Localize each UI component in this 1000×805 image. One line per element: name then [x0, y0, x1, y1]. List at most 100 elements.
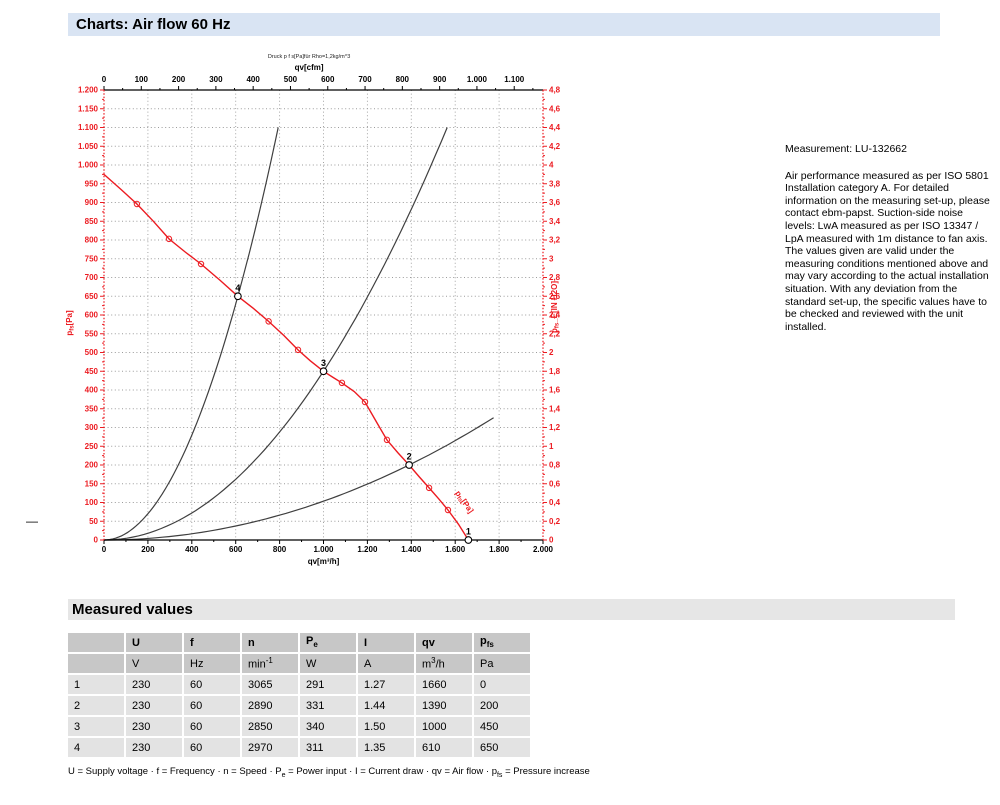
operating-point-marker: [319, 367, 328, 376]
table-cell: 60: [184, 675, 240, 694]
fan-curve-marker: [165, 235, 173, 243]
svg-text:4,2: 4,2: [549, 142, 561, 151]
svg-text:1.150: 1.150: [78, 104, 99, 113]
svg-text:0: 0: [102, 545, 107, 554]
svg-text:1.600: 1.600: [445, 545, 466, 554]
svg-text:0: 0: [94, 536, 99, 545]
table-cell: I: [358, 633, 414, 652]
svg-text:1.200: 1.200: [78, 86, 99, 95]
svg-text:600: 600: [85, 311, 99, 320]
svg-text:0,6: 0,6: [549, 479, 561, 488]
table-cell: 1: [68, 675, 124, 694]
table-row: 4 230 60 2970 311 1.35 610 650: [68, 738, 530, 757]
svg-text:qv[cfm]: qv[cfm]: [295, 63, 324, 72]
table-cell: [68, 633, 124, 652]
table-cell: 2970: [242, 738, 298, 757]
svg-text:650: 650: [85, 292, 99, 301]
svg-text:700: 700: [358, 75, 372, 84]
svg-text:1.400: 1.400: [401, 545, 422, 554]
page-dash: —: [26, 514, 38, 528]
svg-text:1: 1: [549, 442, 554, 451]
table-cell: pfs: [474, 633, 530, 652]
table-cell: 1000: [416, 717, 472, 736]
fan-curve-marker: [294, 346, 302, 354]
fan-curve-marker: [197, 260, 205, 268]
table-cell: A: [358, 654, 414, 673]
svg-text:3,6: 3,6: [549, 198, 561, 207]
table-cell: Pe: [300, 633, 356, 652]
svg-text:400: 400: [246, 75, 260, 84]
measurement-note: Air performance measured as per ISO 5801…: [785, 169, 990, 333]
svg-text:4,8: 4,8: [549, 86, 561, 95]
svg-text:2,4: 2,4: [549, 311, 561, 320]
svg-text:0,8: 0,8: [549, 461, 561, 470]
svg-text:4,4: 4,4: [549, 123, 561, 132]
axes: 0 100 200 300 400 500 600 700 800 900 1.000 1.100qv…: [65, 54, 561, 566]
measured-values-title: Measured values: [68, 599, 955, 620]
system-curve: [104, 417, 494, 541]
table-cell: f: [184, 633, 240, 652]
operating-point-label: 3: [321, 358, 326, 368]
gridlines: [104, 90, 543, 540]
svg-text:200: 200: [141, 545, 155, 554]
fan-curve-marker: [425, 484, 433, 492]
fan-curve-marker: [361, 398, 369, 406]
svg-text:600: 600: [321, 75, 335, 84]
svg-text:2,6: 2,6: [549, 292, 561, 301]
svg-text:200: 200: [85, 461, 99, 470]
table-cell: Hz: [184, 654, 240, 673]
svg-text:2.000: 2.000: [533, 545, 554, 554]
page-title: Charts: Air flow 60 Hz: [68, 13, 940, 36]
table-cell: 610: [416, 738, 472, 757]
svg-text:1.200: 1.200: [357, 545, 378, 554]
measurement-block: Measurement: LU-132662 Air performance m…: [785, 143, 995, 333]
svg-text:350: 350: [85, 404, 99, 413]
table-cell: n: [242, 633, 298, 652]
table-cell: 230: [126, 738, 182, 757]
svg-text:250: 250: [85, 442, 99, 451]
table-cell: U: [126, 633, 182, 652]
table-cell: 450: [474, 717, 530, 736]
svg-text:4: 4: [549, 161, 554, 170]
table-cell: W: [300, 654, 356, 673]
svg-text:2,8: 2,8: [549, 273, 561, 282]
measurement-id: Measurement: LU-132662: [785, 143, 907, 155]
svg-text:1,4: 1,4: [549, 404, 561, 413]
operating-point-marker: [405, 461, 413, 469]
table-cell: 1660: [416, 675, 472, 694]
fan-curve-marker: [133, 200, 141, 208]
table-cell: 1.50: [358, 717, 414, 736]
operating-point-marker: [464, 536, 473, 544]
fan-curve-marker: [383, 436, 391, 444]
svg-text:400: 400: [85, 386, 99, 395]
svg-text:500: 500: [284, 75, 298, 84]
table-cell: 311: [300, 738, 356, 757]
table-cell: V: [126, 654, 182, 673]
table-cell: 60: [184, 738, 240, 757]
svg-text:150: 150: [85, 479, 99, 488]
operating-points: 1 2 3 4: [234, 283, 473, 544]
svg-text:2: 2: [549, 348, 554, 357]
svg-text:0: 0: [549, 536, 554, 545]
table-row: 2 230 60 2890 331 1.44 1390 200: [68, 696, 530, 715]
svg-text:3,2: 3,2: [549, 236, 561, 245]
svg-text:1.050: 1.050: [78, 142, 99, 151]
svg-text:1.000: 1.000: [467, 75, 488, 84]
svg-text:300: 300: [209, 75, 223, 84]
table-cell: [68, 654, 124, 673]
svg-text:2,2: 2,2: [549, 329, 561, 338]
svg-text:0,2: 0,2: [549, 517, 561, 526]
svg-text:1.100: 1.100: [504, 75, 525, 84]
svg-text:900: 900: [433, 75, 447, 84]
table-cell: 1.27: [358, 675, 414, 694]
table-cell: 1390: [416, 696, 472, 715]
table-cell: 200: [474, 696, 530, 715]
svg-text:900: 900: [85, 198, 99, 207]
svg-text:1.100: 1.100: [78, 123, 99, 132]
table-cell: 340: [300, 717, 356, 736]
table-cell: qv: [416, 633, 472, 652]
svg-text:0: 0: [102, 75, 107, 84]
svg-text:1.000: 1.000: [78, 161, 99, 170]
